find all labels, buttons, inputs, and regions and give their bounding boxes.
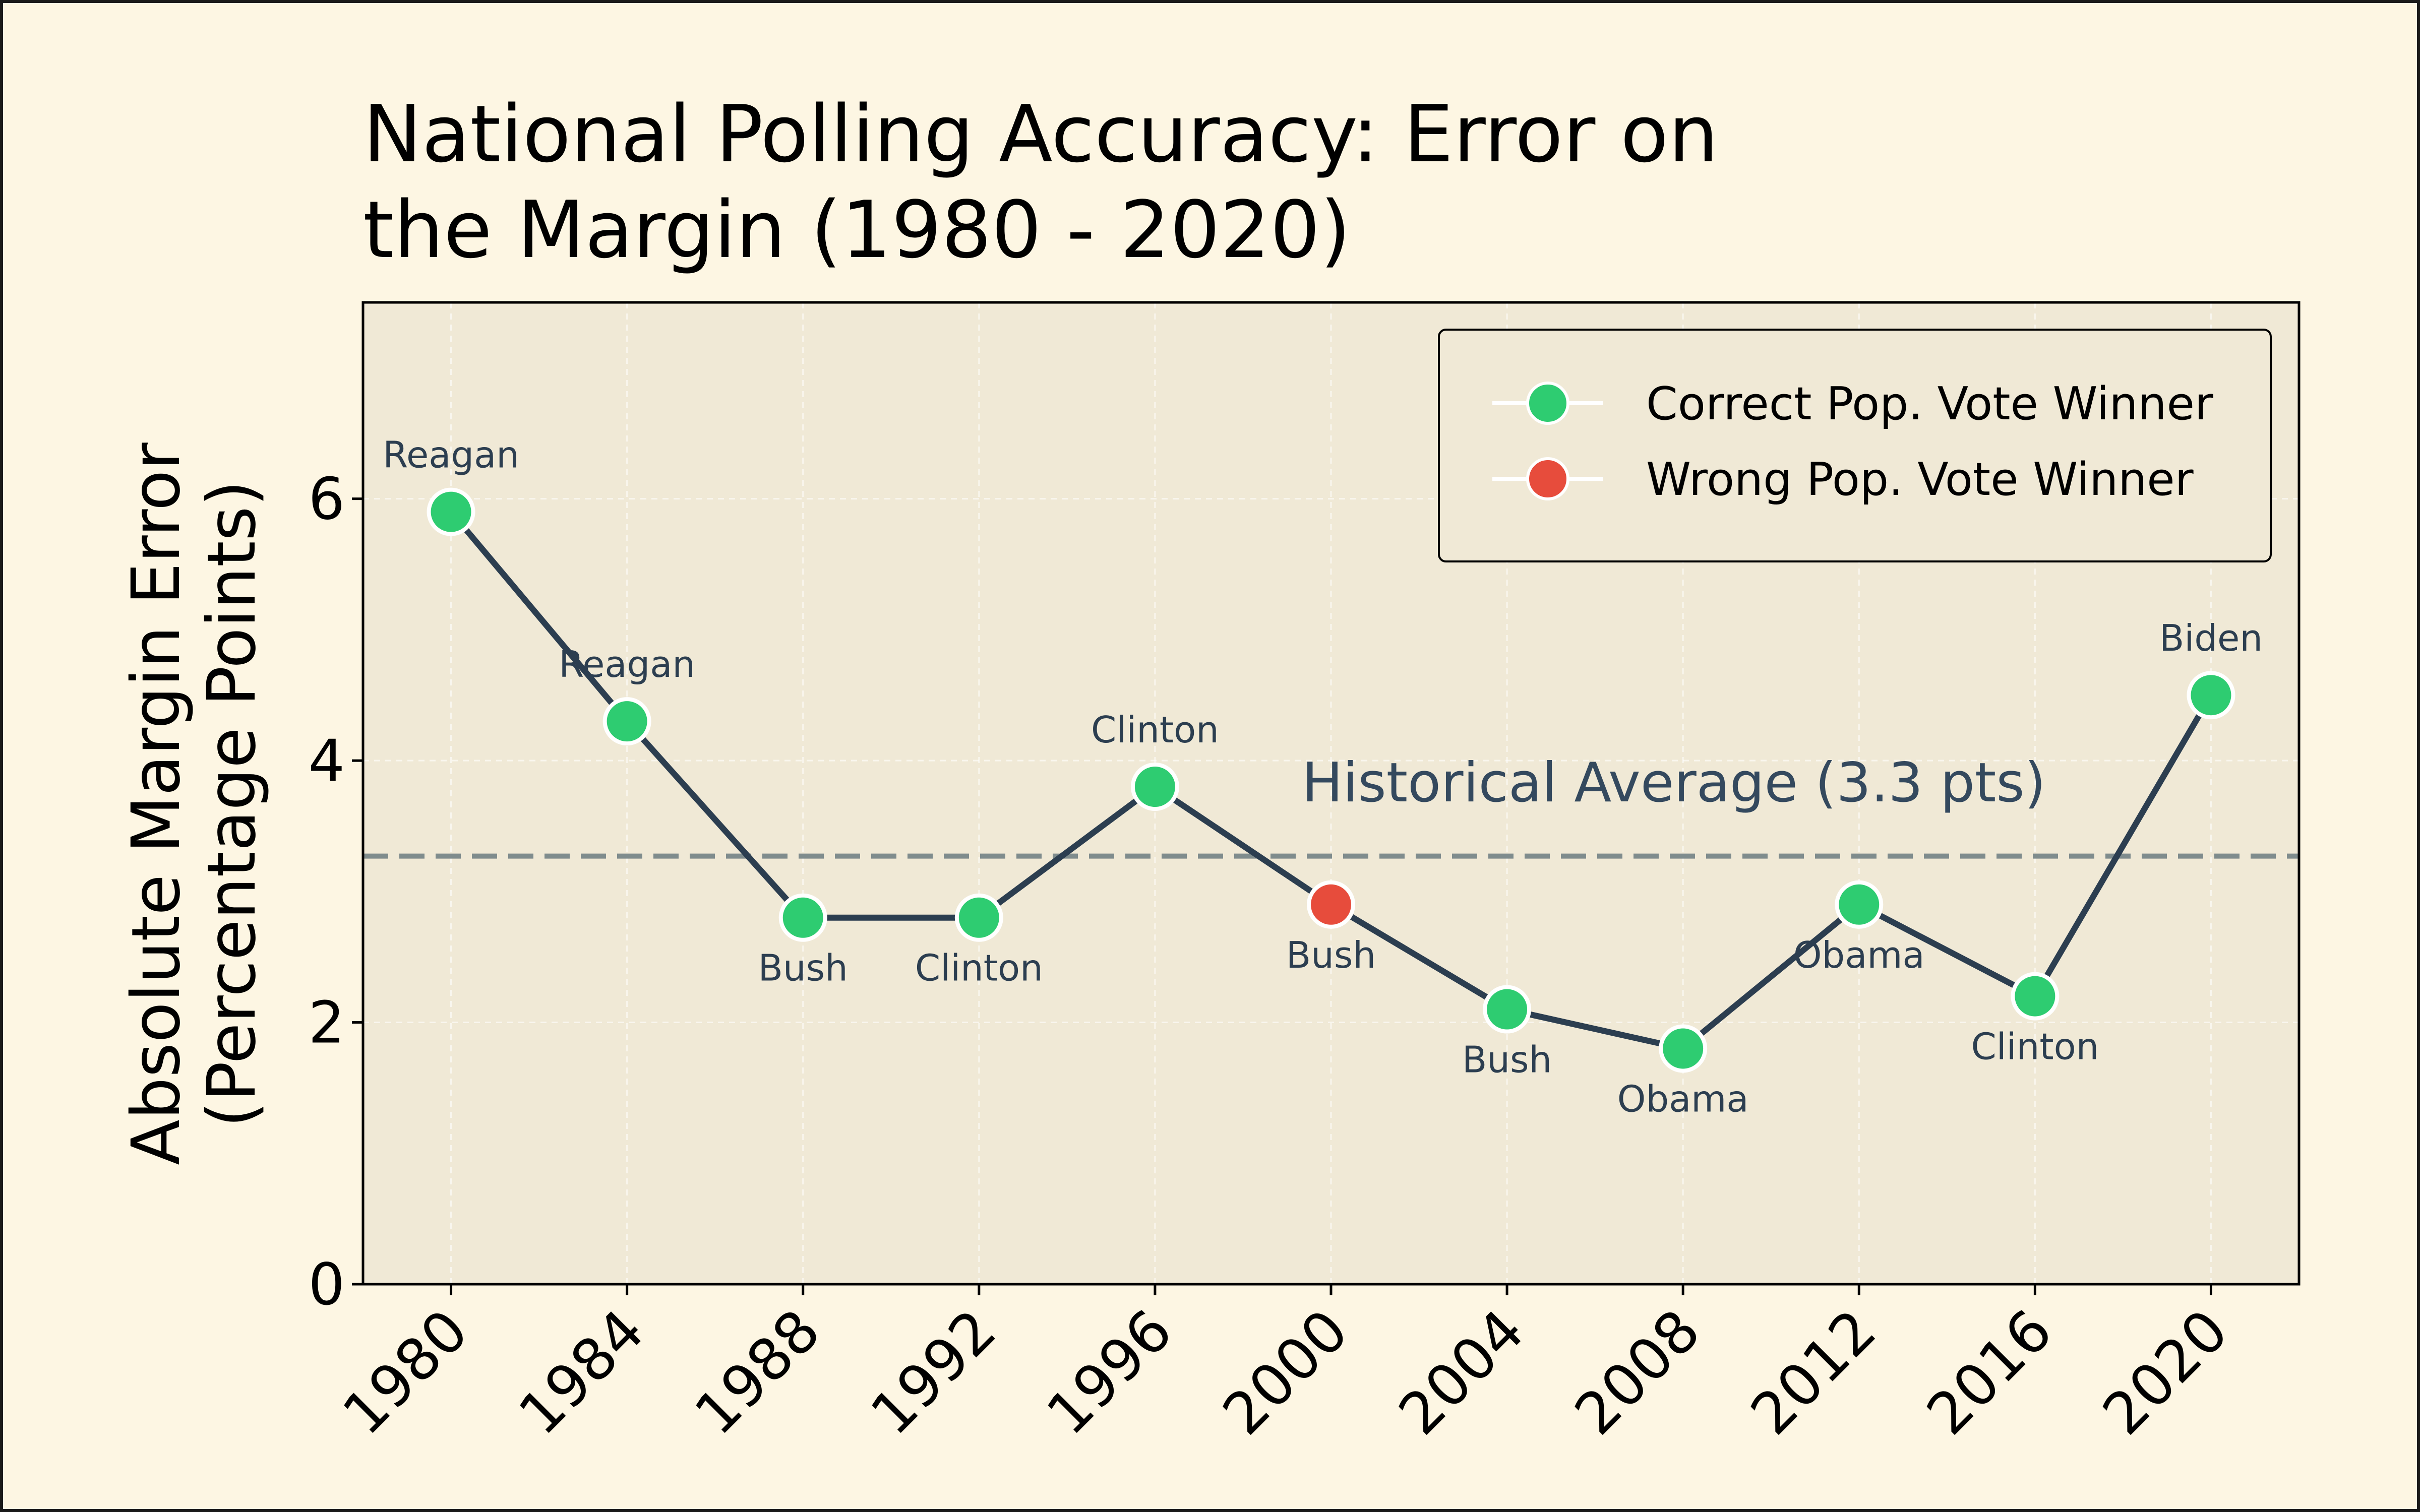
data-point-label: Clinton [1971,1026,2099,1068]
data-point-correct [954,893,1003,942]
data-point-correct [778,893,827,942]
x-tick-label: 1984 [506,1297,657,1447]
legend-box [1438,329,2272,562]
y-axis-label: Absolute Margin Error (Percentage Points… [117,443,271,1165]
y-axis-label-line-1: Absolute Margin Error [117,443,195,1165]
legend-marker-correct [1526,382,1569,425]
x-tick-label: 1980 [330,1297,480,1447]
data-point-correct [2187,671,2235,720]
data-point-correct [2011,972,2060,1021]
data-point-label: Clinton [1091,709,1219,751]
x-tick-label: 2000 [1210,1297,1361,1447]
legend-marker-wrong [1526,457,1569,500]
historical-average-label: Historical Average (3.3 pts) [1302,751,2046,814]
data-point-label: Bush [758,947,848,989]
data-point-label: Biden [2159,617,2263,659]
y-tick-label: 0 [308,1251,345,1318]
y-axis-label-line-2: (Percentage Points) [193,480,271,1127]
data-point-label: Reagan [559,643,695,685]
data-point-correct [1483,985,1532,1034]
x-tick-label: 2020 [2090,1297,2241,1447]
data-point-label: Obama [1793,934,1925,976]
data-point-correct [1659,1024,1708,1073]
y-tick-label: 2 [308,989,345,1056]
data-point-correct [1835,880,1884,929]
x-tick-label: 1996 [1034,1297,1185,1447]
x-tick-label: 2004 [1386,1297,1537,1447]
data-point-label: Bush [1286,934,1376,976]
y-tick-label: 4 [308,727,345,794]
data-point-correct [1130,763,1179,811]
data-point-label: Clinton [915,947,1043,989]
data-point-wrong [1307,880,1355,929]
x-tick-label: 1992 [858,1297,1009,1447]
x-tick-label: 1988 [682,1297,833,1447]
y-tick-label: 6 [308,466,345,533]
data-point-correct [602,697,651,746]
chart-title-line-2: the Margin (1980 - 2020) [363,184,1351,276]
legend: Correct Pop. Vote Winner Wrong Pop. Vote … [1438,329,2272,562]
x-tick-label: 2012 [1738,1297,1889,1447]
data-point-label: Obama [1617,1078,1749,1120]
legend-entry-label: Correct Pop. Vote Winner [1646,377,2213,430]
data-point-correct [427,487,475,536]
legend-entry-label: Wrong Pop. Vote Winner [1646,453,2194,506]
data-point-label: Bush [1462,1039,1552,1081]
data-point-label: Reagan [383,434,519,476]
x-tick-label: 2008 [1562,1297,1713,1447]
chart-title-line-1: National Polling Accuracy: Error on [363,88,1718,180]
x-tick-label: 2016 [1914,1297,2065,1447]
